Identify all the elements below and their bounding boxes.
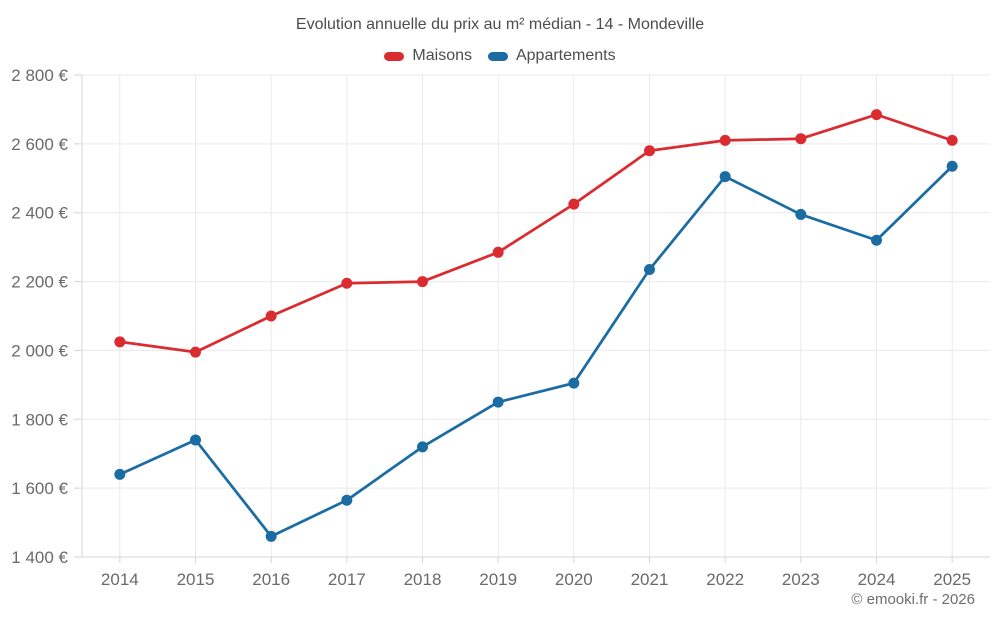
- data-point-maisons[interactable]: [190, 346, 201, 358]
- x-axis-label: 2014: [101, 570, 139, 589]
- data-point-maisons[interactable]: [341, 277, 353, 289]
- y-axis-label: 2 800 €: [11, 66, 68, 85]
- data-point-appartements[interactable]: [492, 396, 504, 408]
- data-point-maisons[interactable]: [417, 276, 428, 288]
- data-point-appartements[interactable]: [417, 441, 428, 453]
- x-axis-label: 2021: [631, 570, 669, 589]
- y-axis-label: 2 200 €: [11, 273, 68, 292]
- data-point-appartements[interactable]: [114, 468, 126, 480]
- legend-item-maisons[interactable]: Maisons: [384, 47, 472, 65]
- data-point-maisons[interactable]: [492, 246, 504, 258]
- data-point-maisons[interactable]: [795, 133, 807, 145]
- data-point-maisons[interactable]: [644, 145, 655, 157]
- x-axis-label: 2019: [479, 570, 517, 589]
- legend-item-appartements[interactable]: Appartements: [487, 47, 616, 65]
- series-line-appartements: [118, 164, 954, 538]
- y-axis-label: 2 400 €: [11, 204, 68, 223]
- legend-label-appartements: Appartements: [515, 47, 616, 64]
- data-point-maisons[interactable]: [568, 198, 580, 210]
- chart-title: Evolution annuelle du prix au m² médian …: [295, 16, 705, 33]
- x-axis-label: 2022: [706, 570, 744, 589]
- data-point-appartements[interactable]: [341, 494, 353, 506]
- data-point-appartements[interactable]: [719, 171, 731, 183]
- data-point-appartements[interactable]: [568, 377, 580, 389]
- x-axis-label: 2018: [404, 570, 442, 589]
- x-axis-label: 2015: [177, 570, 215, 589]
- data-point-maisons[interactable]: [114, 336, 126, 348]
- chart-credit: © emooki.fr - 2026: [851, 591, 975, 608]
- data-point-maisons[interactable]: [871, 109, 882, 121]
- x-axis-label: 2017: [328, 570, 366, 589]
- x-axis-label: 2016: [252, 570, 290, 589]
- chart-legend: Maisons Appartements: [0, 47, 1000, 65]
- x-axis-label: 2023: [782, 570, 820, 589]
- data-point-appartements[interactable]: [644, 264, 655, 276]
- data-point-appartements[interactable]: [190, 434, 201, 446]
- data-point-appartements[interactable]: [946, 160, 958, 172]
- x-axis-label: 2024: [858, 570, 896, 589]
- y-axis-label: 2 600 €: [11, 135, 68, 154]
- y-axis-label: 1 800 €: [11, 410, 68, 429]
- y-axis-label: 1 600 €: [11, 479, 68, 498]
- y-axis-label: 1 400 €: [11, 548, 68, 567]
- legend-swatch-appartements-icon: [487, 51, 508, 61]
- y-axis-label: 2 000 €: [11, 341, 68, 360]
- data-point-maisons[interactable]: [265, 310, 277, 322]
- data-point-maisons[interactable]: [946, 134, 958, 146]
- x-axis-label: 2025: [933, 570, 971, 589]
- legend-swatch-maisons-icon: [384, 51, 405, 61]
- data-point-appartements[interactable]: [265, 530, 277, 542]
- legend-label-maisons: Maisons: [412, 47, 472, 64]
- x-axis-label: 2020: [555, 570, 593, 589]
- data-point-appartements[interactable]: [795, 208, 807, 220]
- series-line-maisons: [118, 113, 954, 354]
- data-point-maisons[interactable]: [719, 134, 731, 146]
- data-point-appartements[interactable]: [871, 234, 882, 246]
